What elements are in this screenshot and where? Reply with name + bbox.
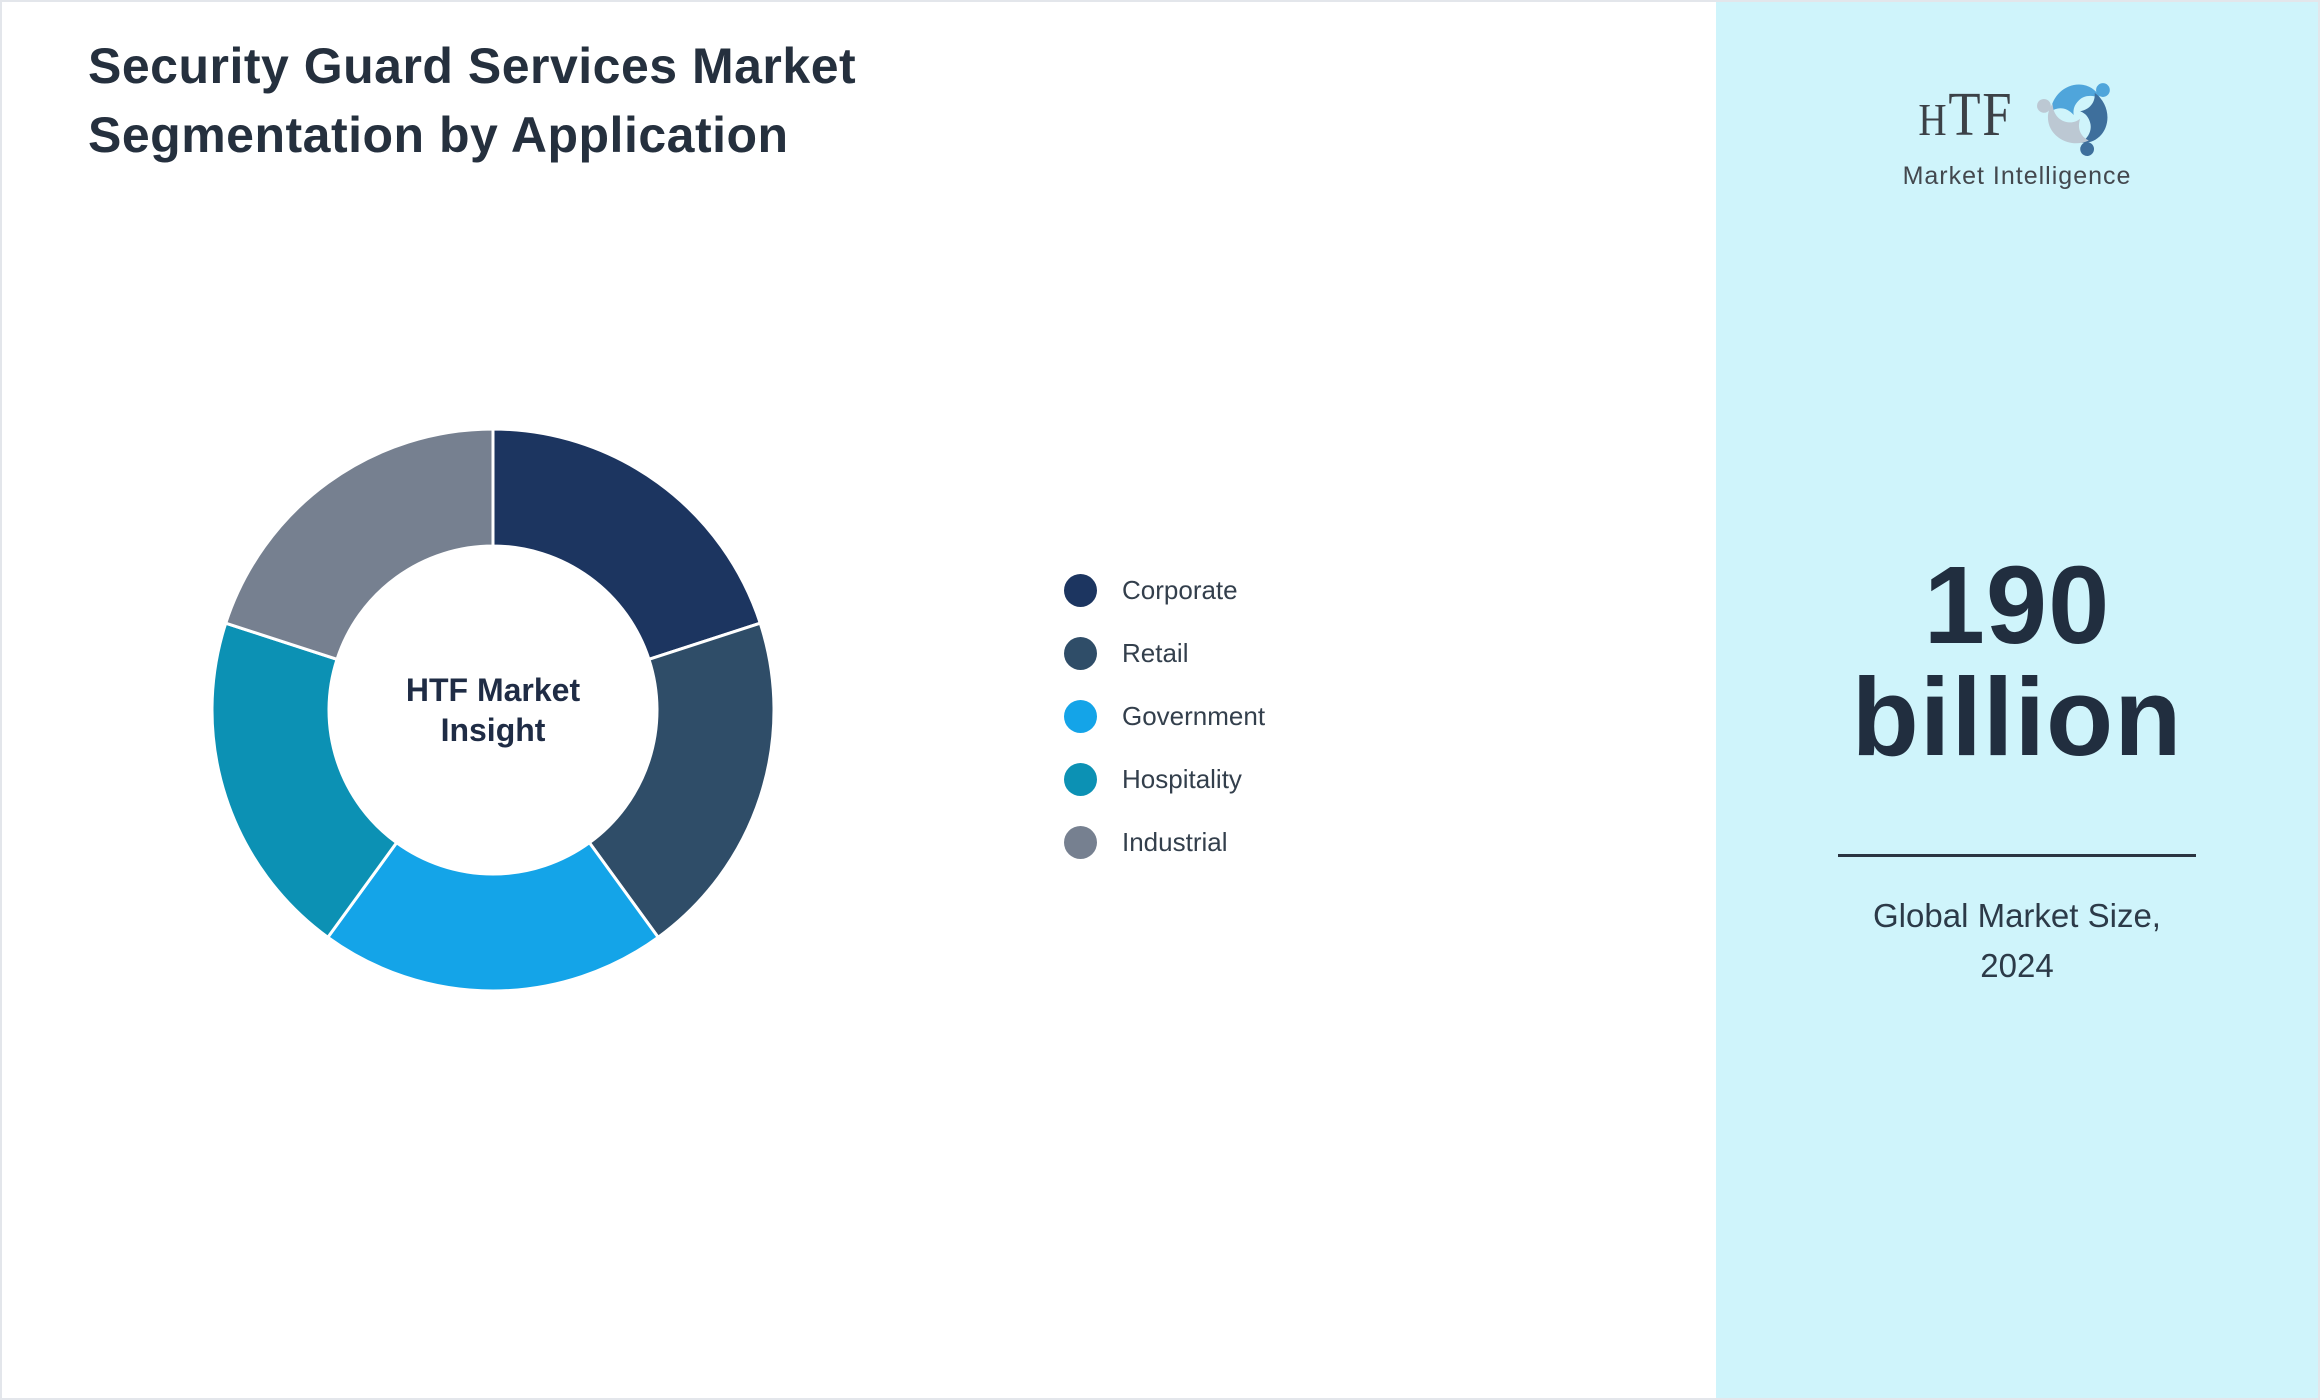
logo-row: HTF — [1716, 72, 2318, 158]
legend-item: Hospitality — [1064, 748, 1265, 811]
right-panel: HTF Market Intelligence 190 — [1716, 2, 2318, 1398]
donut-slice-hospitality — [210, 621, 399, 940]
page-title-line1: Security Guard Services Market — [88, 38, 857, 94]
legend-item: Industrial — [1064, 811, 1265, 874]
donut-chart: HTF Market Insight — [209, 426, 777, 994]
logo-letters-tf: TF — [1948, 81, 2014, 149]
donut-slice-retail — [587, 621, 776, 940]
legend-label: Corporate — [1122, 575, 1238, 605]
market-size-value: 190 billion — [1716, 550, 2318, 774]
divider — [1838, 854, 2196, 857]
logo-letter-h: H — [1918, 94, 1949, 145]
legend-label: Industrial — [1122, 827, 1228, 857]
legend-swatch — [1064, 574, 1097, 607]
logo-swirl-icon — [2034, 83, 2120, 158]
donut-slice-industrial — [223, 427, 495, 662]
market-size-stat: 190 billion Global Market Size, 2024 — [1716, 550, 2318, 991]
logo-subtitle: Market Intelligence — [1902, 162, 2132, 190]
market-size-value-line1: 190 — [1923, 544, 2111, 667]
legend-label: Government — [1122, 701, 1266, 731]
donut-svg — [210, 427, 776, 993]
market-size-caption: Global Market Size, 2024 — [1716, 891, 2318, 991]
page-title-line2: Segmentation by Application — [88, 107, 789, 163]
brand-logo: HTF Market Intelligence — [1716, 72, 2318, 191]
donut-slice-government — [325, 840, 661, 993]
legend-swatch — [1064, 826, 1097, 859]
market-size-value-line2: billion — [1851, 656, 2183, 779]
legend-swatch — [1064, 637, 1097, 670]
page-title: Security Guard Services Market Segmentat… — [88, 32, 856, 170]
legend-item: Government — [1064, 685, 1265, 748]
legend-label: Retail — [1122, 638, 1189, 668]
legend-item: Corporate — [1064, 559, 1265, 622]
market-size-caption-line1: Global Market Size, — [1873, 897, 2161, 934]
legend-label: Hospitality — [1122, 764, 1242, 794]
chart-legend: Corporate Retail Government Hospitality … — [1064, 559, 1265, 874]
market-size-caption-line2: 2024 — [1980, 947, 2054, 984]
legend-item: Retail — [1064, 622, 1265, 685]
legend-swatch — [1064, 763, 1097, 796]
donut-slice-corporate — [491, 427, 763, 662]
legend-swatch — [1064, 700, 1097, 733]
logo-monogram: HTF — [1919, 84, 2014, 146]
